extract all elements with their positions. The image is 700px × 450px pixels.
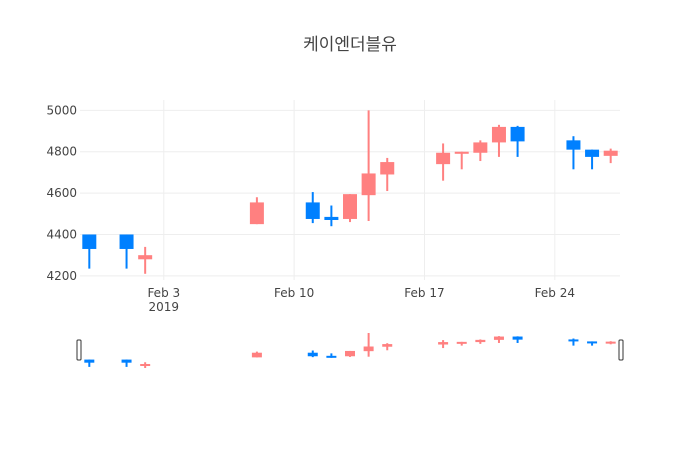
candle-increasing <box>473 140 488 162</box>
candle-decreasing <box>566 136 581 170</box>
candle-decreasing <box>510 125 525 157</box>
slider-candle <box>475 339 486 344</box>
slider-candle-body <box>456 341 467 344</box>
candle-body <box>138 255 153 260</box>
candle-decreasing <box>82 234 97 269</box>
slider-candle <box>493 336 504 343</box>
slider-candle-body <box>363 346 374 352</box>
slider-candle <box>568 338 579 346</box>
range-slider-left-handle[interactable] <box>76 339 82 361</box>
slider-candle <box>84 359 95 367</box>
slider-candle <box>587 341 598 346</box>
slider-candle <box>512 336 523 343</box>
slider-candle <box>363 333 374 357</box>
candle-decreasing <box>324 205 339 227</box>
y-tick-label: 5000 <box>46 103 77 117</box>
candle-increasing <box>603 148 618 164</box>
candle-decreasing <box>585 149 600 170</box>
candles <box>82 110 618 274</box>
candle-increasing <box>249 197 264 225</box>
range-slider-right-handle[interactable] <box>618 339 624 361</box>
slider-candle-body <box>568 339 579 342</box>
candle-body <box>454 151 469 154</box>
candle-increasing <box>380 157 395 192</box>
candle-body <box>361 173 376 196</box>
slider-candle-body <box>382 344 393 347</box>
slider-candle <box>605 341 616 345</box>
slider-candle <box>121 359 132 367</box>
x-tick-label: Feb 10 <box>274 286 314 300</box>
candle-body <box>324 216 339 220</box>
slider-candle <box>382 343 393 351</box>
slider-candle-body <box>475 339 486 343</box>
slider-candle-body <box>587 341 598 344</box>
slider-candle-body <box>605 341 616 344</box>
y-tick-label: 4200 <box>46 269 77 283</box>
slider-candle-body <box>326 355 337 358</box>
candle-body <box>249 202 264 225</box>
x-tick-label: Feb 24 <box>535 286 575 300</box>
slider-candle <box>251 351 262 358</box>
candle-body <box>566 140 581 150</box>
candle-body <box>119 234 134 249</box>
y-tick-label: 4800 <box>46 145 77 159</box>
x-tick-label: Feb 3 <box>147 286 180 300</box>
candle-body <box>473 142 488 153</box>
candle-decreasing <box>119 234 134 269</box>
y-axis-ticks: 4200 4400 4600 4800 5000 <box>46 103 77 283</box>
range-slider[interactable] <box>76 333 624 368</box>
slider-candle <box>438 340 449 349</box>
candle-decreasing <box>305 192 320 224</box>
slider-candle-body <box>307 352 318 357</box>
candle-increasing <box>436 143 451 181</box>
slider-candle <box>326 353 337 358</box>
slider-candle-body <box>84 359 95 363</box>
candle-body <box>436 152 451 165</box>
candle-increasing <box>454 151 469 170</box>
slider-candle <box>456 341 467 346</box>
slider-candle-body <box>251 352 262 358</box>
slider-candle <box>345 350 355 357</box>
slider-candle-body <box>140 364 151 367</box>
candle-body <box>585 149 600 157</box>
candle-body <box>343 194 357 219</box>
candle-increasing <box>343 194 357 223</box>
candle-body <box>380 162 395 175</box>
slider-candle-body <box>121 359 132 363</box>
slider-candle-body <box>512 336 523 340</box>
candle-increasing <box>138 246 153 274</box>
candle-body <box>510 126 525 142</box>
y-tick-label: 4600 <box>46 186 77 200</box>
candle-increasing <box>491 124 506 157</box>
slider-candle <box>307 350 318 358</box>
slider-candle <box>140 362 151 368</box>
slider-candle-body <box>345 350 355 357</box>
candle-body <box>491 126 506 143</box>
candle-increasing <box>361 110 376 222</box>
slider-candle-body <box>493 336 504 340</box>
candle-body <box>305 202 320 219</box>
chart-title: 케이엔더블유 <box>303 35 397 55</box>
grid-lines <box>80 100 620 280</box>
x-tick-label: Feb 17 <box>404 286 444 300</box>
y-tick-label: 4400 <box>46 227 77 241</box>
slider-candle-body <box>438 342 449 345</box>
x-tick-sublabel: 2019 <box>149 300 180 314</box>
candle-body <box>82 234 97 249</box>
candle-body <box>603 150 618 156</box>
